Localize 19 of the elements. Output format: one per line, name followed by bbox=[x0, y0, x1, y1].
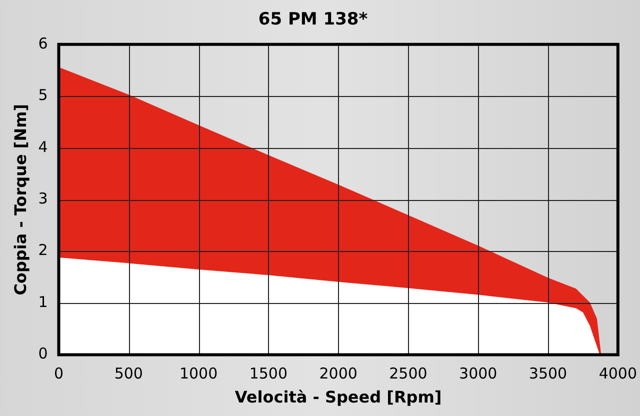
x-tick-label: 2000 bbox=[319, 364, 358, 383]
x-tick-label: 0 bbox=[54, 364, 64, 383]
x-tick-label: 500 bbox=[114, 364, 143, 383]
y-tick-label: 1 bbox=[38, 292, 48, 311]
x-axis-title: Velocità - Speed [Rpm] bbox=[234, 388, 442, 407]
x-tick-label: 1000 bbox=[179, 364, 218, 383]
y-tick-label: 4 bbox=[38, 138, 48, 156]
chart-title: 65 PM 138* bbox=[258, 10, 368, 30]
y-tick-label: 3 bbox=[38, 189, 48, 208]
x-tick-label: 3500 bbox=[528, 364, 568, 383]
x-tick-label: 3000 bbox=[459, 364, 498, 383]
y-tick-label: 2 bbox=[38, 241, 48, 260]
y-tick-label: 6 bbox=[38, 34, 48, 52]
x-tick-label: 1500 bbox=[249, 364, 288, 383]
y-tick-label: 5 bbox=[38, 86, 48, 104]
y-tick-label: 0 bbox=[38, 344, 48, 363]
y-axis-title: Coppia - Torque [Nm] bbox=[10, 104, 30, 296]
x-tick-label: 2500 bbox=[389, 364, 428, 383]
x-tick-label: 4000 bbox=[598, 364, 638, 383]
